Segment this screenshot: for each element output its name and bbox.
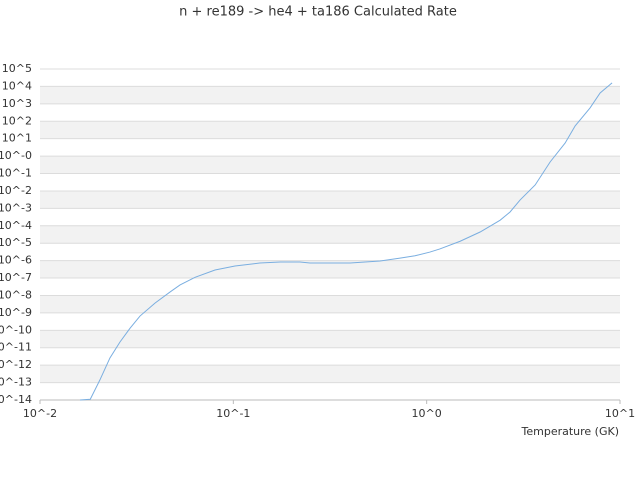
grid-band bbox=[40, 190, 620, 209]
y-tick-label: 10^-14 bbox=[0, 393, 32, 406]
y-tick-label: 10^1 bbox=[2, 132, 32, 145]
x-tick-label: 10^-1 bbox=[216, 407, 250, 420]
grid-band bbox=[40, 86, 620, 104]
grid-band bbox=[40, 295, 620, 313]
y-tick-label: 10^-12 bbox=[0, 358, 32, 371]
x-tick-label: 10^0 bbox=[412, 407, 442, 420]
grid-band bbox=[40, 260, 620, 279]
y-tick-label: 10^-2 bbox=[0, 184, 32, 197]
x-tick-label: 10^1 bbox=[605, 407, 635, 420]
grid-band bbox=[40, 330, 620, 348]
y-tick-label: 10^-0 bbox=[0, 149, 32, 162]
data-line bbox=[79, 82, 613, 401]
y-tick-label: 10^2 bbox=[2, 114, 32, 127]
y-tick-label: 10^-6 bbox=[0, 254, 32, 267]
grid-band bbox=[40, 225, 620, 244]
grid-band bbox=[40, 156, 620, 174]
y-tick-label: 10^-7 bbox=[0, 271, 32, 284]
y-tick-label: 10^-11 bbox=[0, 341, 32, 354]
x-tick-label: 10^-2 bbox=[23, 407, 57, 420]
x-axis-label: Temperature (GK) bbox=[521, 425, 620, 438]
y-tick-label: 10^-3 bbox=[0, 201, 32, 214]
y-tick-label: 10^3 bbox=[2, 97, 32, 110]
grid-band bbox=[40, 365, 620, 383]
y-tick-label: 10^-9 bbox=[0, 306, 32, 319]
chart-title: n + re189 -> he4 + ta186 Calculated Rate bbox=[179, 5, 457, 20]
y-tick-label: 10^-4 bbox=[0, 219, 32, 232]
y-tick-label: 10^-10 bbox=[0, 323, 32, 336]
y-tick-label: 10^4 bbox=[2, 79, 32, 92]
y-tick-label: 10^-13 bbox=[0, 376, 32, 389]
y-tick-label: 10^-1 bbox=[0, 167, 32, 180]
y-tick-label: 10^-8 bbox=[0, 288, 32, 301]
grid-band bbox=[40, 121, 620, 139]
y-tick-label: 10^-5 bbox=[0, 236, 32, 249]
y-tick-label: 10^5 bbox=[2, 62, 32, 75]
